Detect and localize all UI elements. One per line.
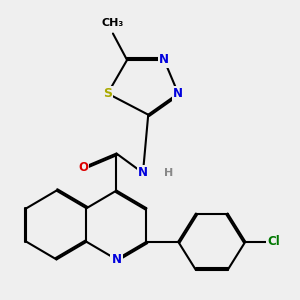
Text: H: H (164, 168, 173, 178)
Text: N: N (112, 253, 122, 266)
Text: N: N (159, 53, 169, 67)
Text: S: S (103, 87, 112, 100)
Text: CH₃: CH₃ (102, 18, 124, 28)
Text: Cl: Cl (267, 235, 280, 248)
Text: O: O (78, 161, 88, 174)
Text: N: N (138, 167, 148, 179)
Text: N: N (173, 87, 183, 100)
